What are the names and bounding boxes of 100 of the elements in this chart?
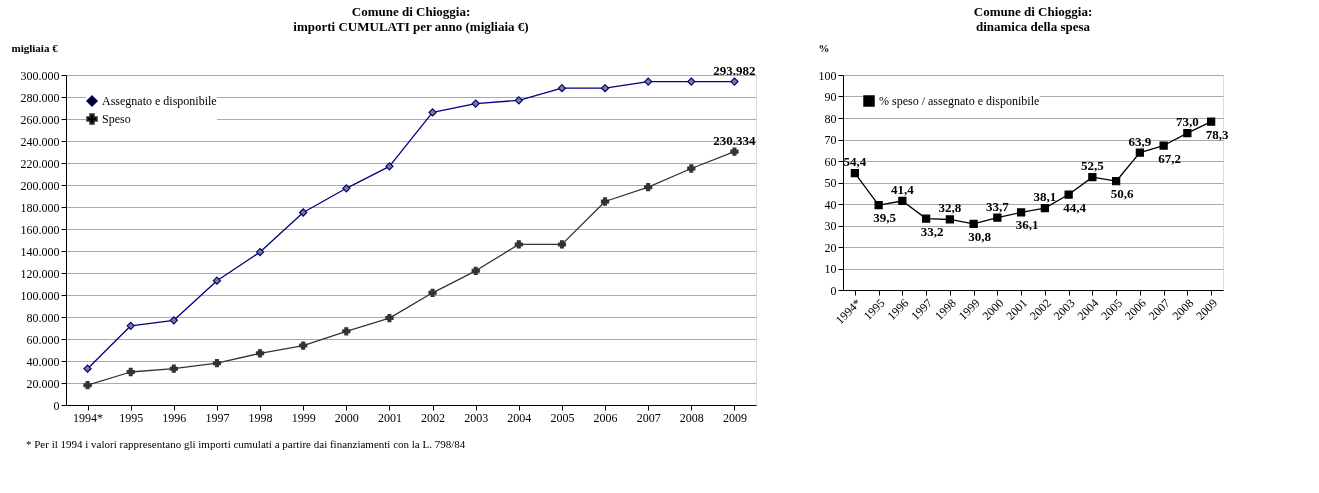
point <box>1111 177 1121 186</box>
point <box>969 219 978 228</box>
y-tick-label: 40 <box>824 197 837 212</box>
x-tick-label: 2005 <box>550 410 575 425</box>
data-label: 33,7 <box>986 198 1010 214</box>
x-tick-label: 1995 <box>119 410 144 425</box>
data-label: 41,4 <box>891 181 915 197</box>
y-tick-label: 40.000 <box>26 354 60 369</box>
x-tick-label: 1997 <box>205 410 230 425</box>
point <box>874 200 883 210</box>
point <box>428 288 437 297</box>
y-tick-label: 20 <box>824 240 837 255</box>
chart-title: Comune di Chioggia: importi CUMULATI per anno (migliaia €) <box>293 4 529 34</box>
point <box>730 77 739 86</box>
point <box>850 168 860 178</box>
point <box>644 183 653 192</box>
point <box>1135 148 1145 157</box>
x-tick-label: 1999 <box>291 410 316 425</box>
point <box>730 147 739 156</box>
point <box>945 215 955 224</box>
y-tick-label: 100 <box>818 68 837 83</box>
y-tick-label: 0 <box>53 398 60 413</box>
point <box>169 316 178 325</box>
x-tick-label: 2009 <box>722 410 747 425</box>
point <box>126 321 135 330</box>
point <box>687 77 696 86</box>
x-tick-label: 2003 <box>464 410 489 425</box>
y-tick-label: 30 <box>824 219 837 233</box>
point <box>921 214 931 223</box>
data-label: 32,8 <box>938 200 962 216</box>
y-tick-label: 240.000 <box>20 134 60 149</box>
point <box>514 96 523 105</box>
point <box>299 208 308 217</box>
point <box>1088 172 1097 182</box>
y-tick-label: 50 <box>824 176 837 190</box>
data-label: 33,2 <box>920 223 944 239</box>
data-label: 50,6 <box>1110 186 1134 202</box>
point <box>687 164 696 173</box>
data-label: 78,3 <box>1205 126 1229 142</box>
y-tick-label: 80 <box>824 111 837 126</box>
x-tick-label: 2007 <box>636 410 661 425</box>
point <box>600 197 610 206</box>
x-tick-label: 2001 <box>1003 296 1031 323</box>
y-axis-title: % <box>818 41 830 54</box>
x-tick-label: 2000 <box>334 410 359 425</box>
point <box>1040 203 1050 213</box>
point <box>342 184 351 193</box>
y-tick-label: 200.000 <box>20 178 60 193</box>
data-label: 293.982 <box>713 62 756 78</box>
point <box>342 327 351 336</box>
point <box>212 276 222 285</box>
x-tick-label: 2002 <box>421 410 446 425</box>
point <box>898 196 907 206</box>
y-tick-label: 260.000 <box>20 112 60 127</box>
y-tick-label: 220.000 <box>20 156 60 171</box>
y-tick-label: 140.000 <box>20 244 60 259</box>
point <box>514 240 523 249</box>
point <box>471 266 480 275</box>
x-tick-label: 2004 <box>507 410 532 425</box>
point <box>428 108 437 117</box>
x-tick-label: 1998 <box>248 410 273 425</box>
point <box>126 367 135 377</box>
point <box>471 99 480 108</box>
data-label: 67,2 <box>1158 150 1181 166</box>
data-label: 54,4 <box>843 154 867 170</box>
point <box>385 162 394 171</box>
y-tick-label: 280.000 <box>20 90 60 105</box>
x-tick-label: 2001 <box>377 410 402 425</box>
point <box>255 247 265 257</box>
data-label: 38,1 <box>1033 189 1057 205</box>
data-label: 39,5 <box>873 210 897 226</box>
x-tick-label: 2008 <box>679 410 704 425</box>
point <box>557 84 567 93</box>
legend-label: Speso <box>102 112 131 126</box>
point <box>1183 128 1192 138</box>
point <box>1016 208 1026 217</box>
data-label: 230.334 <box>713 132 757 148</box>
text: * Per il 1994 i valori rappresentano gli importi cumulati a partire dai finanziamenti con la L. 798/84 <box>26 438 466 450</box>
y-tick-label: 0 <box>830 283 837 298</box>
point <box>1064 190 1073 199</box>
y-tick-label: 120.000 <box>20 266 60 281</box>
data-label: 36,1 <box>1015 217 1039 233</box>
y-tick-label: 60 <box>824 154 837 169</box>
y-tick-label: 100.000 <box>20 288 60 303</box>
data-label: 44,4 <box>1063 199 1087 215</box>
y-tick-label: 60.000 <box>26 332 60 347</box>
point <box>169 364 178 373</box>
x-tick-label: 1996 <box>162 410 187 425</box>
point <box>600 84 610 93</box>
y-tick-label: 10 <box>824 262 837 276</box>
point <box>83 364 92 373</box>
point <box>557 240 567 249</box>
legend-label: Assegnato e disponibile <box>102 94 217 108</box>
point <box>644 77 653 86</box>
point <box>299 341 308 350</box>
point <box>83 381 92 390</box>
x-tick-label: 2006 <box>593 410 618 425</box>
y-tick-label: 80.000 <box>26 310 60 325</box>
y-tick-label: 70 <box>824 133 837 147</box>
point <box>993 213 1002 222</box>
